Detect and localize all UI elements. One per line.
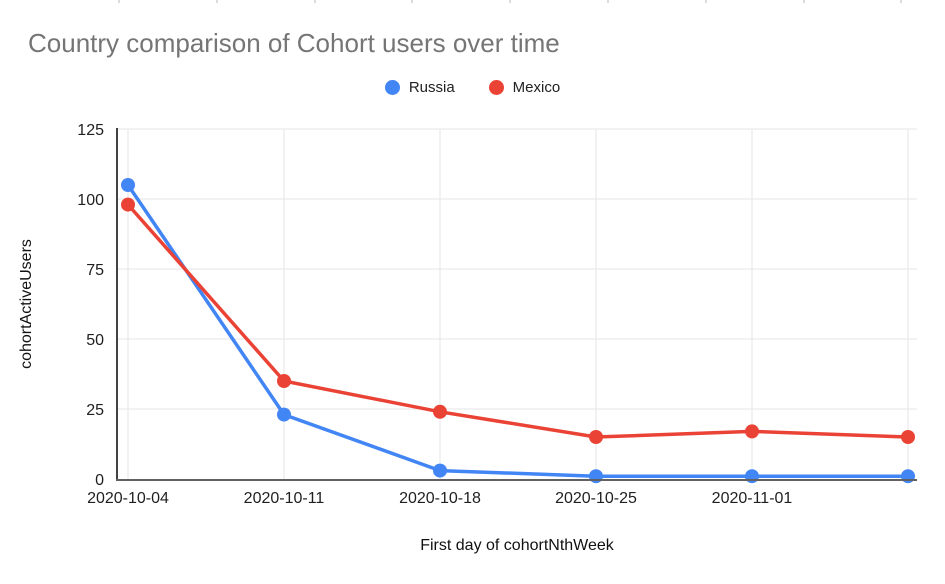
data-point-russia[interactable] [433,463,447,478]
cropped-edge-artifact [215,0,218,3]
series-line-mexico[interactable] [126,202,910,439]
x-tick-label: 2020-10-11 [244,490,325,507]
cropped-edge-artifact [900,0,903,3]
x-tick-label: 2020-11-01 [712,490,793,507]
y-tick-label: 25 [86,402,104,419]
x-axis-title: First day of cohortNthWeek [420,537,615,554]
legend-label-russia: Russia [408,78,455,96]
legend: Russia Mexico [0,76,945,98]
chart-title: Country comparison of Cohort users over … [28,28,560,58]
data-point-mexico[interactable] [589,430,603,444]
data-point-russia[interactable] [745,469,759,484]
cropped-edge-artifact [313,0,316,3]
data-point-russia[interactable] [589,469,603,484]
data-point-russia[interactable] [121,178,135,192]
cropped-edge-artifact [118,0,120,3]
cropped-edge-artifact [509,0,512,3]
data-point-russia[interactable] [901,469,915,484]
legend-marker-mexico-icon [488,79,504,95]
x-tick-label: 2020-10-18 [399,490,481,507]
legend-item-russia[interactable]: Russia [384,78,455,96]
data-point-mexico[interactable] [745,424,759,439]
data-point-mexico[interactable] [433,404,447,419]
cropped-edge-artifact [411,0,414,3]
legend-item-mexico[interactable]: Mexico [488,78,561,96]
x-tick-label: 2020-10-25 [555,490,637,507]
x-tick-label: 2020-10-04 [87,490,169,507]
cropped-edge-artifact [802,0,805,3]
y-tick-label: 125 [77,122,104,139]
y-axis-title: cohortActiveUsers [18,239,35,369]
data-point-mexico[interactable] [121,197,135,212]
cropped-edge-artifact [704,0,707,3]
y-tick-label: 50 [86,332,104,349]
legend-label-mexico: Mexico [512,78,561,96]
cropped-edge-artifacts [0,0,945,4]
data-point-russia[interactable] [277,407,291,422]
y-tick-label: 100 [77,192,104,209]
legend-marker-russia-icon [384,79,400,95]
y-tick-label: 75 [86,262,104,279]
y-tick-label: 0 [95,472,104,489]
data-point-mexico[interactable] [277,374,291,388]
series-line-russia[interactable] [126,183,910,478]
cropped-edge-artifact [607,0,609,3]
data-point-mexico[interactable] [901,430,915,444]
